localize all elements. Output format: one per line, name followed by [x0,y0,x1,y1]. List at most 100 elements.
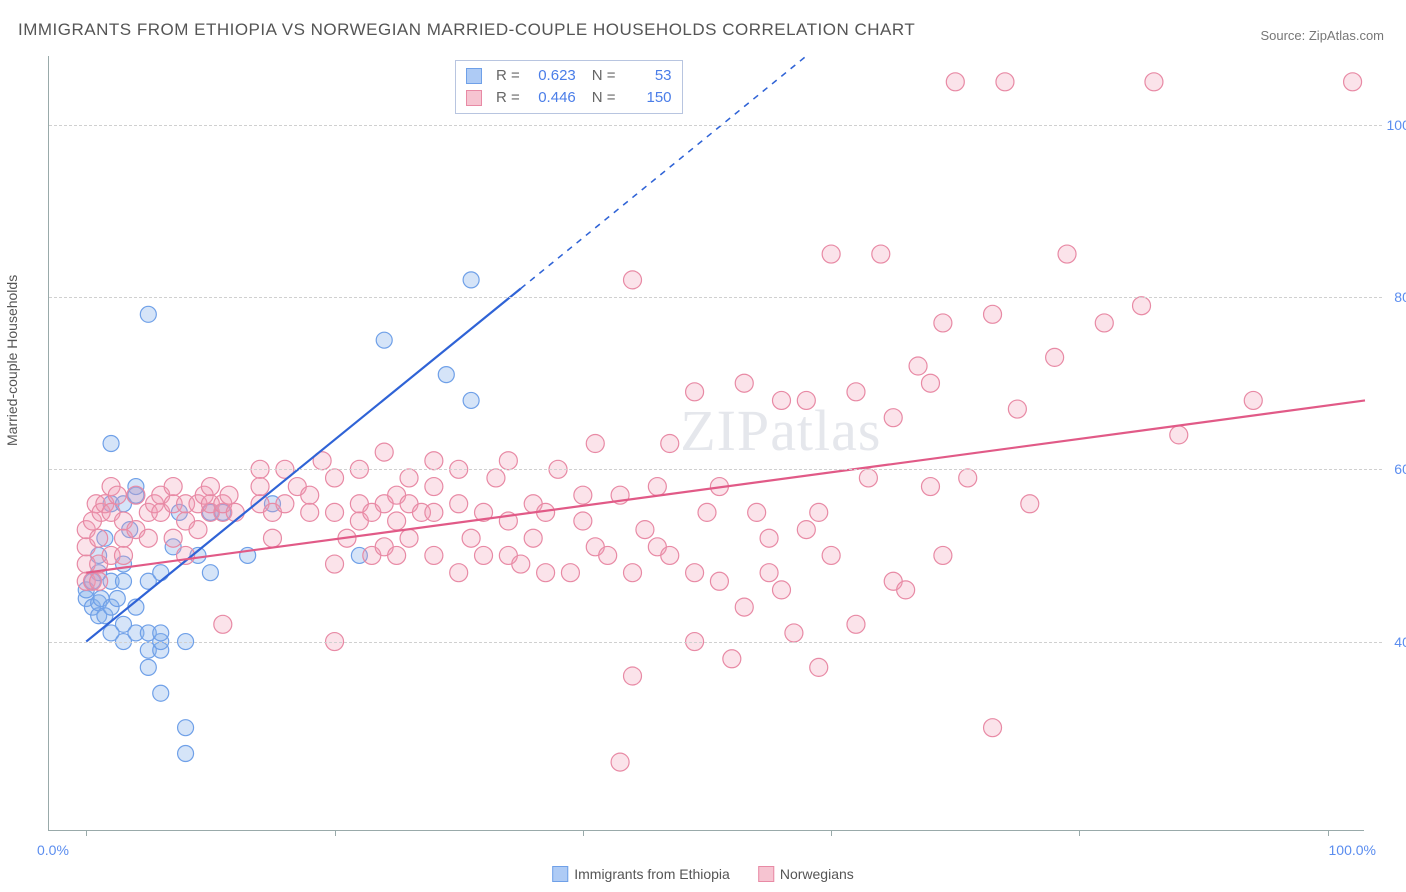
legend-swatch [552,866,568,882]
data-point-norwegians [847,383,865,401]
plot-area: ZIPatlas 40.0%60.0%80.0%100.0%0.0%100.0% [48,56,1364,831]
y-tick-label: 100.0% [1387,117,1406,133]
x-tick-label-min: 0.0% [37,842,69,858]
data-point-norwegians [326,555,344,573]
data-point-norwegians [561,564,579,582]
data-point-norwegians [326,469,344,487]
data-point-norwegians [624,564,642,582]
r-label: R = [496,87,520,109]
legend-corr-row: R = 0.446 N = 150 [466,87,672,109]
legend-series: Immigrants from Ethiopia Norwegians [552,866,854,882]
legend-swatch [466,90,482,106]
grid-line [49,642,1382,643]
data-point-norwegians [90,572,108,590]
x-tick [583,830,584,836]
data-point-norwegians [139,529,157,547]
x-tick [1328,830,1329,836]
x-tick [1079,830,1080,836]
data-point-norwegians [1344,73,1362,91]
data-point-norwegians [1095,314,1113,332]
legend-label: Immigrants from Ethiopia [574,866,730,882]
data-point-ethiopia [376,332,392,348]
scatter-svg [49,56,1365,831]
data-point-norwegians [772,391,790,409]
data-point-norwegians [301,503,319,521]
data-point-norwegians [512,555,530,573]
data-point-norwegians [201,478,219,496]
data-point-ethiopia [438,367,454,383]
data-point-ethiopia [178,720,194,736]
grid-line [49,297,1382,298]
data-point-ethiopia [153,565,169,581]
data-point-ethiopia [115,573,131,589]
data-point-norwegians [698,503,716,521]
data-point-norwegians [1021,495,1039,513]
legend-swatch [466,68,482,84]
data-point-norwegians [226,503,244,521]
data-point-norwegians [524,529,542,547]
y-axis-title: Married-couple Households [4,275,20,446]
data-point-ethiopia [463,272,479,288]
r-value: 0.623 [528,65,576,87]
data-point-norwegians [785,624,803,642]
data-point-norwegians [661,435,679,453]
data-point-norwegians [822,245,840,263]
y-tick-label: 40.0% [1394,634,1406,650]
data-point-ethiopia [463,392,479,408]
data-point-norwegians [797,521,815,539]
data-point-norwegians [301,486,319,504]
data-point-norwegians [772,581,790,599]
data-point-norwegians [499,452,517,470]
x-tick [86,830,87,836]
legend-corr-row: R = 0.623 N = 53 [466,65,672,87]
data-point-norwegians [624,667,642,685]
data-point-norwegians [375,443,393,461]
data-point-norwegians [710,572,728,590]
data-point-norwegians [450,564,468,582]
data-point-norwegians [760,529,778,547]
data-point-ethiopia [153,685,169,701]
data-point-norwegians [921,478,939,496]
data-point-norwegians [400,469,418,487]
data-point-norwegians [599,546,617,564]
data-point-ethiopia [153,625,169,641]
source-label: Source: ZipAtlas.com [1260,28,1384,43]
data-point-norwegians [326,503,344,521]
data-point-norwegians [586,435,604,453]
legend-item: Norwegians [758,866,854,882]
data-point-norwegians [574,512,592,530]
data-point-norwegians [425,503,443,521]
chart-title: IMMIGRANTS FROM ETHIOPIA VS NORWEGIAN MA… [18,20,915,40]
data-point-norwegians [400,529,418,547]
grid-line [49,125,1382,126]
data-point-norwegians [189,521,207,539]
data-point-norwegians [636,521,654,539]
data-point-norwegians [921,374,939,392]
data-point-norwegians [220,486,238,504]
n-label: N = [592,65,616,87]
data-point-norwegians [735,598,753,616]
data-point-norwegians [909,357,927,375]
n-value: 53 [624,65,672,87]
data-point-norwegians [872,245,890,263]
legend-item: Immigrants from Ethiopia [552,866,730,882]
r-value: 0.446 [528,87,576,109]
data-point-norwegians [108,486,126,504]
data-point-norwegians [884,409,902,427]
x-tick [335,830,336,836]
data-point-ethiopia [103,436,119,452]
y-tick-label: 80.0% [1394,289,1406,305]
data-point-norwegians [822,546,840,564]
y-tick-label: 60.0% [1394,461,1406,477]
data-point-norwegians [810,658,828,676]
n-value: 150 [624,87,672,109]
data-point-norwegians [748,503,766,521]
data-point-norwegians [388,546,406,564]
data-point-norwegians [462,529,480,547]
x-tick-label-max: 100.0% [1329,842,1376,858]
data-point-norwegians [450,495,468,513]
data-point-norwegians [425,478,443,496]
legend-label: Norwegians [780,866,854,882]
x-tick [831,830,832,836]
data-point-ethiopia [202,565,218,581]
